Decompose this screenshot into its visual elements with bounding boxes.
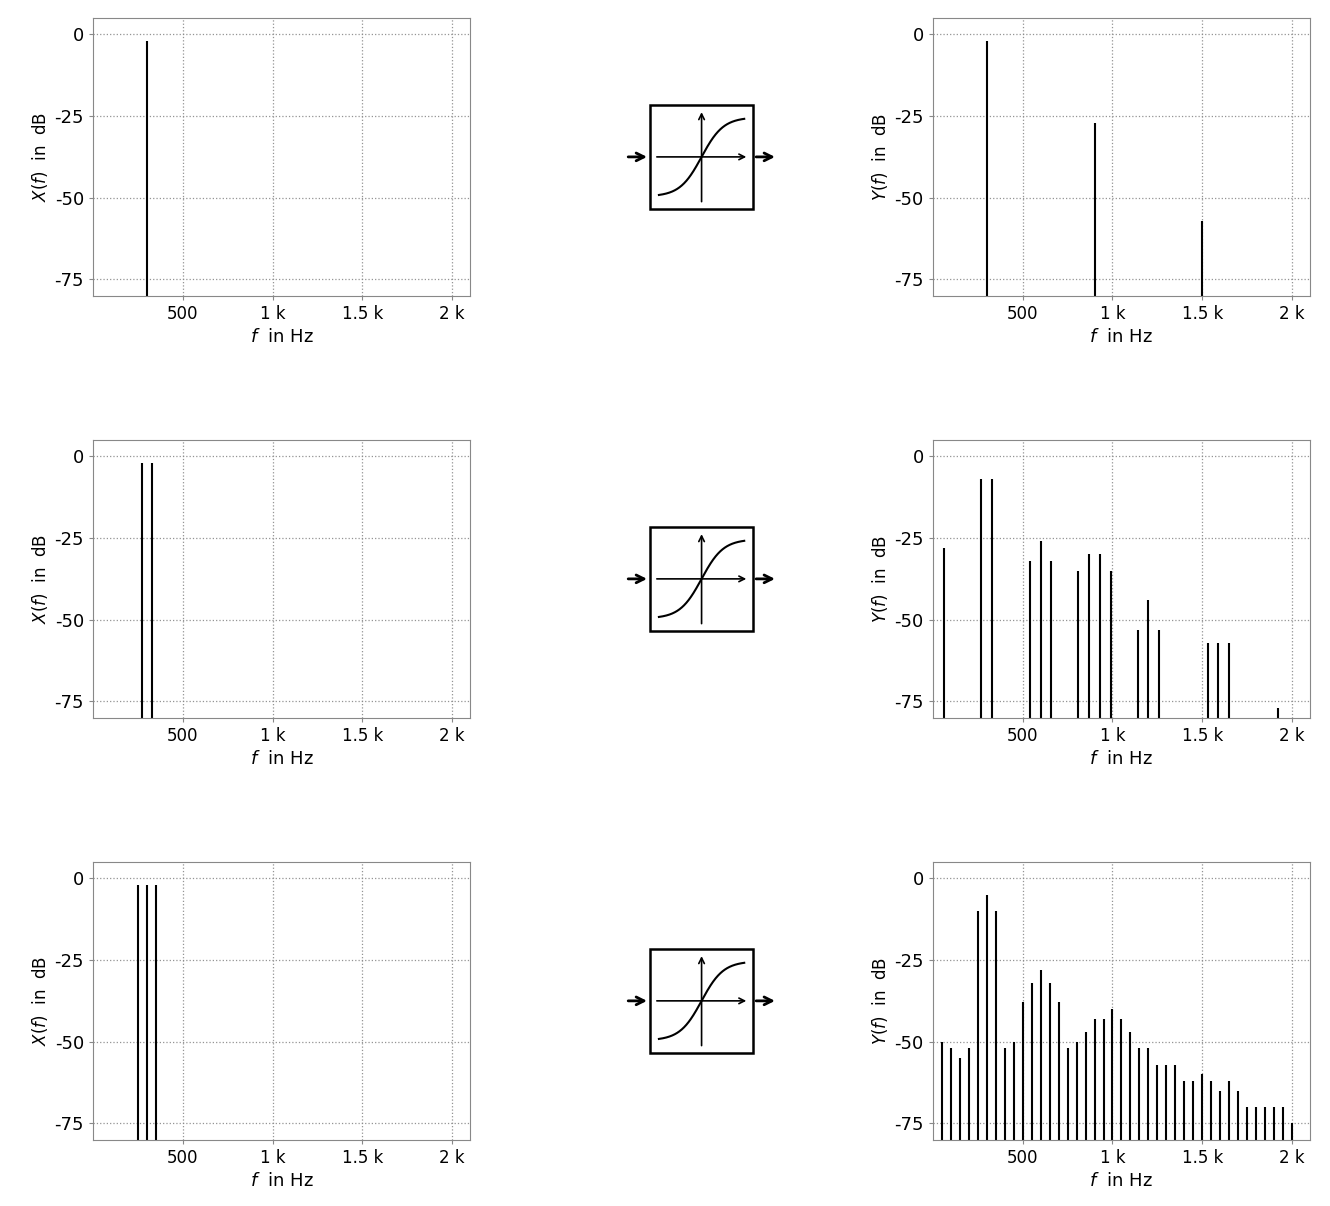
X-axis label: $f$  in Hz: $f$ in Hz	[250, 750, 314, 768]
Bar	[650, 949, 753, 1053]
X-axis label: $f$  in Hz: $f$ in Hz	[250, 1172, 314, 1190]
X-axis label: $f$  in Hz: $f$ in Hz	[1089, 1172, 1153, 1190]
Y-axis label: $X(f)$  in  dB: $X(f)$ in dB	[31, 956, 51, 1046]
Y-axis label: $X(f)$  in  dB: $X(f)$ in dB	[31, 112, 51, 201]
X-axis label: $f$  in Hz: $f$ in Hz	[1089, 328, 1153, 346]
Bar	[650, 105, 753, 209]
Y-axis label: $Y(f)$  in  dB: $Y(f)$ in dB	[870, 534, 890, 624]
Y-axis label: $Y(f)$  in  dB: $Y(f)$ in dB	[870, 113, 890, 201]
Y-axis label: $X(f)$  in  dB: $X(f)$ in dB	[31, 534, 51, 624]
X-axis label: $f$  in Hz: $f$ in Hz	[250, 328, 314, 346]
Bar	[650, 527, 753, 631]
X-axis label: $f$  in Hz: $f$ in Hz	[1089, 750, 1153, 768]
Y-axis label: $Y(f)$  in  dB: $Y(f)$ in dB	[870, 956, 890, 1044]
